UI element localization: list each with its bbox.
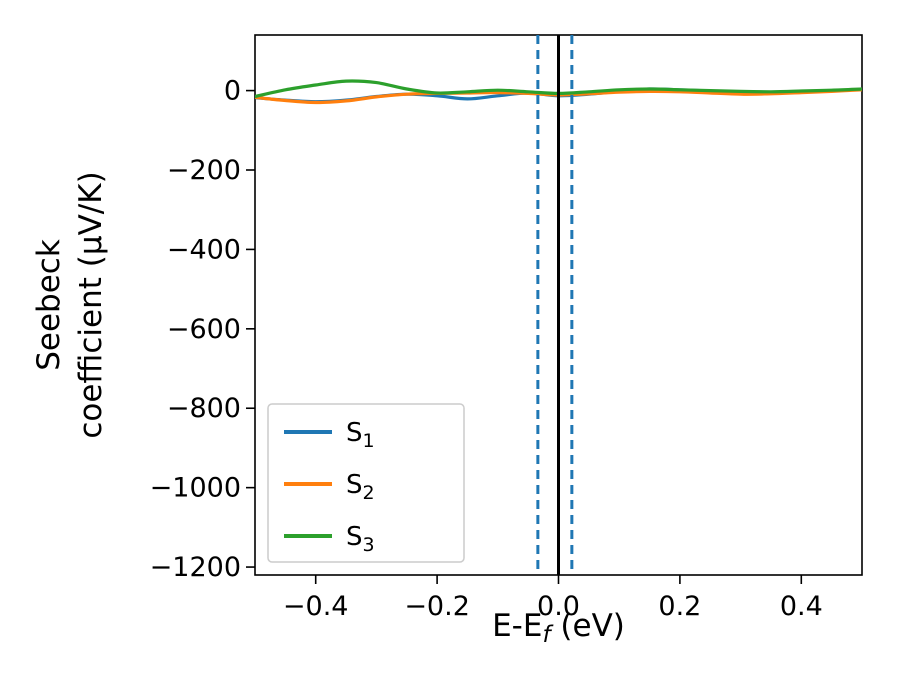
legend-label-s2: S2	[346, 470, 375, 504]
x-tick-label: 0.0	[537, 591, 580, 622]
x-tick-label: 0.2	[658, 591, 701, 622]
y-tick-label: −1000	[150, 473, 241, 504]
x-tick-label: −0.4	[283, 591, 349, 622]
y-tick-label: −800	[167, 393, 241, 424]
legend-label-s3: S3	[346, 522, 375, 556]
reference-lines	[536, 35, 574, 575]
tick-labels: −0.4 −0.2 0.0 0.2 0.4 0 −200 −400 −600 −800 −1000 −…	[150, 76, 823, 622]
y-axis-label-line2: coefficient (μV/K)	[73, 171, 109, 439]
y-axis-label: Seebeck coefficient (μV/K)	[28, 171, 112, 438]
x-axis-label-main: E-E	[492, 608, 543, 644]
y-tick-label: −600	[167, 314, 241, 345]
y-tick-label: −400	[167, 234, 241, 265]
x-axis-label: E-Ef (eV)	[255, 608, 862, 648]
y-tick-label: −200	[167, 155, 241, 186]
legend: S1 S2 S3	[267, 403, 465, 563]
x-tick-label: −0.2	[404, 591, 470, 622]
x-axis-label-subscript: f	[542, 622, 551, 648]
y-tick-label: −1200	[150, 552, 241, 583]
legend-label-s1: S1	[346, 418, 375, 452]
y-axis-label-line1: Seebeck	[31, 239, 67, 371]
x-tick-label: 0.4	[780, 591, 823, 622]
legend-box	[267, 403, 465, 563]
x-axis-label-unit: (eV)	[550, 608, 625, 644]
y-tick-label: 0	[224, 76, 241, 107]
